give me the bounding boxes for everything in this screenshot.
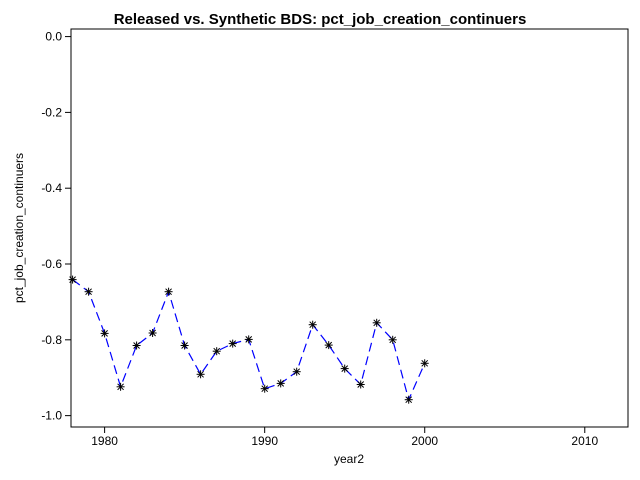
y-tick-label: -1.0 — [41, 409, 62, 423]
x-tick-label: 1980 — [91, 434, 118, 448]
y-tick-label: -0.4 — [41, 181, 62, 195]
data-point — [84, 287, 93, 296]
data-point — [324, 341, 333, 350]
series-layer — [68, 275, 429, 404]
data-point — [180, 341, 189, 350]
x-tick-label: 2000 — [411, 434, 438, 448]
y-axis-label: pct_job_creation_continuers — [12, 153, 26, 303]
chart-title: Released vs. Synthetic BDS: pct_job_crea… — [113, 11, 527, 28]
y-axis: 0.0 -0.2 -0.4 -0.6 -0.8 -1.0 — [41, 30, 71, 423]
data-point — [228, 339, 237, 348]
x-axis: 1980 1990 2000 2010 — [91, 427, 598, 448]
data-point — [404, 395, 413, 404]
data-point — [164, 287, 173, 296]
data-point — [100, 329, 109, 338]
data-point — [68, 275, 77, 284]
data-point — [356, 380, 365, 389]
y-tick-label: -0.8 — [41, 333, 62, 347]
y-tick-label: -0.6 — [41, 257, 62, 271]
data-point — [212, 347, 221, 356]
x-axis-label: year2 — [334, 452, 364, 466]
x-tick-label: 1990 — [251, 434, 278, 448]
data-point — [340, 364, 349, 373]
data-point — [372, 318, 381, 327]
data-point — [308, 320, 317, 329]
data-point — [132, 341, 141, 350]
data-point — [388, 335, 397, 344]
data-point — [260, 384, 269, 393]
x-tick-label: 2010 — [571, 434, 598, 448]
plot-frame — [70, 28, 629, 428]
data-point — [148, 329, 157, 337]
y-tick-label: 0.0 — [45, 30, 62, 44]
data-point — [292, 367, 301, 376]
data-point — [116, 382, 125, 391]
data-point — [276, 379, 285, 388]
data-point — [420, 359, 429, 368]
data-point — [196, 370, 205, 379]
y-tick-label: -0.2 — [41, 105, 62, 119]
data-point — [244, 335, 253, 344]
